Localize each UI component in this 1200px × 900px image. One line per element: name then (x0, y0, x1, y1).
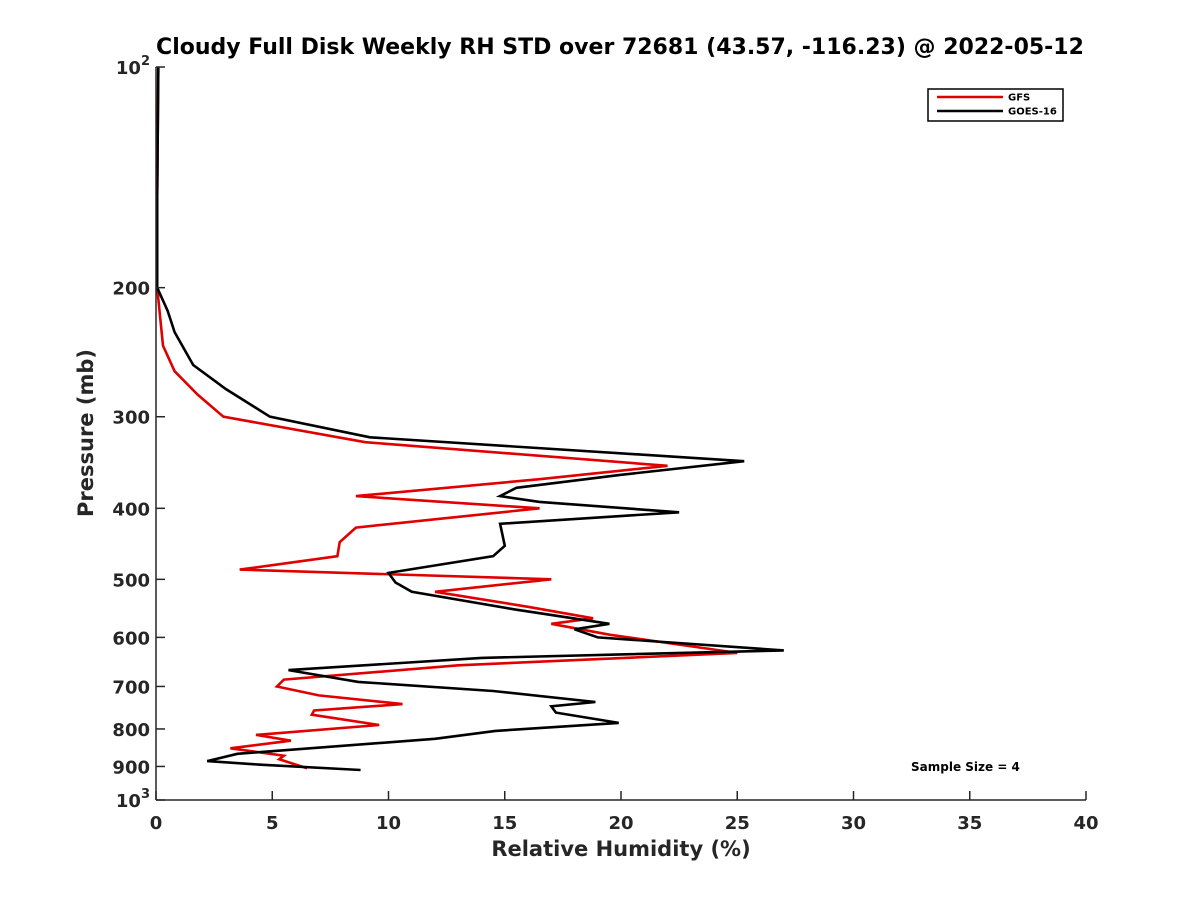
y-tick-label: 900 (112, 757, 150, 778)
y-tick-label: 700 (112, 677, 150, 698)
legend-box (927, 88, 1064, 122)
y-tick-label: 200 (112, 279, 150, 300)
series-line-goes-16 (155, 66, 784, 772)
plot-area: 0 5 10 15 20 25 30 35 40 102 200 300 400 500 600 700 800… (112, 54, 1098, 834)
y-tick-label: 800 (112, 720, 150, 741)
x-tick-label: 0 (150, 813, 163, 834)
y-tick-label: 600 (112, 628, 150, 649)
x-tick-label: 35 (957, 813, 982, 834)
series-line-gfs (155, 66, 738, 770)
x-tick-label: 15 (492, 813, 517, 834)
x-tick-label: 10 (376, 813, 401, 834)
legend: GFS GOES-16 (927, 88, 1064, 122)
x-axis-label: Relative Humidity (%) (491, 837, 750, 861)
series-layer (155, 66, 784, 772)
axes-layer: 0 5 10 15 20 25 30 35 40 102 200 300 400 500 600 700 800… (112, 54, 1098, 834)
chart-title: Cloudy Full Disk Weekly RH STD over 7268… (156, 35, 1084, 60)
x-tick-label: 30 (841, 813, 866, 834)
y-tick-label: 102 (116, 54, 150, 79)
legend-label: GOES-16 (1008, 107, 1057, 118)
y-axis-label: Pressure (mb) (74, 349, 98, 517)
y-tick-label: 500 (112, 570, 150, 591)
y-tick-label: 103 (116, 787, 150, 812)
legend-label: GFS (1008, 93, 1030, 104)
x-tick-label: 40 (1073, 813, 1098, 834)
sample-size-annotation: Sample Size = 4 (911, 760, 1020, 774)
x-tick-label: 20 (608, 813, 633, 834)
y-tick-label: 300 (112, 408, 150, 429)
x-tick-label: 5 (266, 813, 279, 834)
y-tick-label: 400 (112, 499, 150, 520)
x-tick-label: 25 (725, 813, 750, 834)
